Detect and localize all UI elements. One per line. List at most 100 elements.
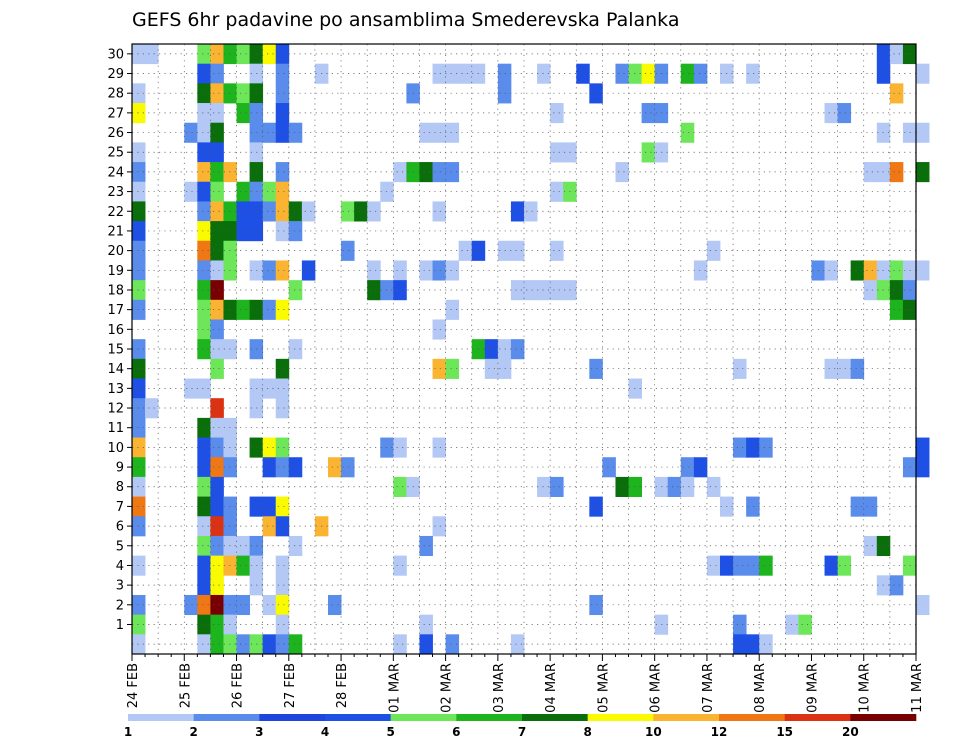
heatmap-cell — [236, 634, 250, 655]
heatmap-cell — [419, 260, 433, 281]
heatmap-cell — [458, 240, 473, 261]
y-tick-label: 1 — [116, 618, 124, 633]
heatmap-cell — [132, 240, 146, 261]
y-tick-label: 14 — [107, 362, 124, 377]
heatmap-cell — [288, 201, 303, 222]
heatmap-cell — [145, 44, 159, 65]
heatmap-cell — [197, 634, 211, 655]
heatmap-cell — [746, 555, 760, 576]
heatmap-cell — [210, 181, 224, 202]
colorbar-segment — [653, 714, 720, 721]
heatmap-cell — [641, 63, 656, 84]
heatmap-cell — [236, 221, 250, 242]
heatmap-cell — [262, 44, 277, 65]
heatmap-cell — [746, 437, 760, 458]
x-tick-label: 26 FEB — [231, 663, 246, 708]
heatmap-cell — [889, 299, 904, 320]
heatmap-cell — [132, 457, 146, 478]
heatmap-cell — [916, 457, 930, 478]
heatmap-cell — [132, 44, 146, 65]
heatmap-cell — [589, 594, 603, 616]
heatmap-cell — [236, 299, 250, 320]
heatmap-cell — [197, 614, 211, 635]
heatmap-cell — [393, 280, 407, 301]
colorbar-segment — [128, 714, 194, 721]
heatmap-cell — [184, 594, 198, 616]
heatmap-cell — [275, 201, 290, 222]
heatmap-cell — [132, 280, 146, 301]
heatmap-cell — [680, 63, 695, 84]
heatmap-cell — [328, 594, 342, 616]
heatmap-cell — [916, 260, 930, 281]
x-tick-label: 09 MAR — [806, 663, 821, 713]
heatmap-cell — [445, 634, 460, 655]
heatmap-cell — [589, 496, 603, 517]
y-tick-label: 2 — [116, 598, 124, 613]
heatmap-cell — [210, 221, 224, 242]
heatmap-cell — [236, 535, 250, 557]
heatmap-cell — [132, 260, 146, 281]
heatmap-cell — [889, 83, 904, 104]
heatmap-cell — [916, 63, 930, 84]
heatmap-cell — [210, 614, 224, 635]
heatmap-cell — [132, 476, 146, 497]
heatmap-cell — [889, 44, 904, 65]
heatmap-cell — [210, 299, 224, 320]
heatmap-cell — [210, 634, 224, 655]
heatmap-cell — [589, 358, 603, 379]
heatmap-cell — [680, 476, 695, 497]
heatmap-cell — [798, 614, 812, 635]
colorbar-segment — [193, 714, 260, 721]
heatmap-cell — [275, 594, 290, 616]
heatmap-cell — [197, 476, 211, 497]
heatmap-cell — [419, 162, 433, 183]
heatmap-cell — [132, 162, 146, 183]
heatmap-cell — [615, 476, 629, 497]
heatmap-cell — [197, 299, 211, 320]
y-tick-label: 20 — [107, 244, 124, 259]
heatmap-cell — [484, 339, 499, 360]
heatmap-cell — [288, 122, 303, 143]
heatmap-cell — [393, 437, 407, 458]
heatmap-cell — [445, 162, 460, 183]
heatmap-cell — [354, 201, 368, 222]
x-tick-label: 06 MAR — [649, 663, 664, 713]
heatmap-cell — [706, 240, 721, 261]
heatmap-cell — [132, 299, 146, 320]
heatmap-cell — [210, 476, 224, 497]
heatmap-cell — [197, 339, 211, 360]
heatmap-cell — [432, 260, 446, 281]
heatmap-cell — [132, 142, 146, 163]
heatmap-cell — [197, 63, 211, 84]
heatmap-cell — [132, 496, 146, 517]
heatmap-cell — [275, 378, 290, 399]
heatmap-cell — [197, 240, 211, 261]
heatmap-cell — [785, 614, 799, 635]
heatmap-cell — [132, 181, 146, 202]
heatmap-cell — [550, 240, 564, 261]
heatmap-cell — [210, 280, 224, 301]
heatmap-cell — [550, 476, 564, 497]
heatmap-cell — [432, 437, 446, 458]
heatmap-cell — [341, 240, 355, 261]
heatmap-cell — [889, 280, 904, 301]
heatmap-cell — [706, 476, 721, 497]
heatmap-cell — [837, 555, 852, 576]
heatmap-cell — [641, 103, 656, 124]
y-tick-label: 7 — [116, 500, 124, 515]
y-tick-label: 23 — [107, 185, 124, 200]
y-tick-label: 21 — [107, 224, 124, 239]
y-tick-label: 28 — [107, 87, 124, 102]
heatmap-cell — [510, 339, 525, 360]
heatmap-cell — [210, 417, 224, 438]
heatmap-cell — [393, 476, 407, 497]
heatmap-cell — [197, 260, 211, 281]
heatmap-cell — [889, 575, 904, 596]
heatmap-cell — [197, 103, 211, 124]
colorbar-segment — [259, 714, 326, 721]
colorbar-label: 5 — [386, 725, 394, 739]
heatmap-cell — [576, 63, 590, 84]
y-tick-label: 3 — [116, 579, 124, 594]
heatmap-cell — [210, 63, 224, 84]
